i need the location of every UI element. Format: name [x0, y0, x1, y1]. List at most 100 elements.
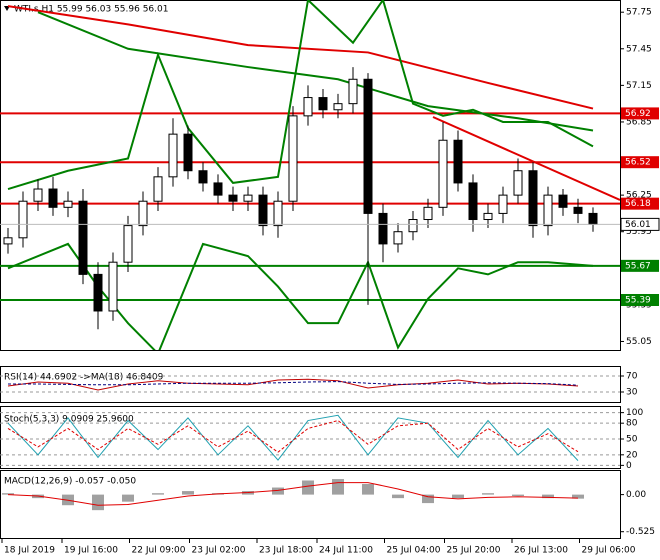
x-tick-label: 18 Jul 2019 [4, 546, 55, 556]
candle-body [93, 273, 103, 312]
stoch-frame [0, 406, 621, 469]
candle-body [483, 212, 493, 221]
macd-bar [2, 493, 14, 495]
candle-body [273, 200, 283, 227]
macd-bar [182, 491, 194, 495]
macd-bar [392, 494, 404, 499]
candle-body [423, 206, 433, 221]
candle-body [63, 200, 73, 208]
candle-body [588, 212, 598, 225]
level-label: 55.39 [625, 296, 651, 306]
indicator-line [7, 5, 594, 110]
macd-bar [122, 494, 134, 502]
indicator-line [7, 0, 594, 190]
candle-body [33, 188, 43, 202]
x-tick-label: 19 Jul 16:00 [64, 546, 118, 556]
candle-body [303, 97, 313, 117]
x-tick-label: 26 Jul 13:00 [514, 546, 568, 556]
panel-title: RSI(14) 44.6902 ->MA(18) 46.8409 [4, 373, 164, 383]
y-tick-label: 20 [626, 450, 638, 460]
x-tick-label: 25 Jul 20:00 [447, 546, 501, 556]
candle-body [18, 200, 28, 239]
panel-icon [4, 6, 10, 11]
candle-body [288, 115, 298, 202]
y-tick-label: 57.75 [626, 8, 652, 18]
level-label: 56.92 [625, 109, 651, 119]
macd-bar [92, 494, 104, 511]
y-tick-label: 80 [626, 419, 638, 429]
trend-line [432, 116, 620, 201]
candle-body [198, 170, 208, 184]
x-tick-label: 24 Jul 11:00 [319, 546, 373, 556]
macd-bar [272, 487, 284, 495]
x-tick-label: 23 Jul 02:00 [192, 546, 246, 556]
candle-body [498, 194, 508, 214]
candle-body [243, 194, 253, 202]
candle-body [513, 170, 523, 196]
indicator-line [7, 242, 594, 350]
macd-bar [572, 494, 584, 499]
candle-body [363, 78, 373, 214]
panel-title: WTI.s,H1 55.99 56.03 55.96 56.01 [14, 5, 168, 15]
x-tick-label: 25 Jul 04:00 [387, 546, 441, 556]
candle-body [3, 237, 13, 245]
indicator-line [8, 381, 579, 386]
candle-body [558, 194, 568, 208]
macd-bar [512, 494, 524, 497]
candle-body [573, 206, 583, 214]
indicator-line [37, 11, 594, 132]
candle-body [453, 139, 463, 184]
y-tick-label: 100 [626, 408, 643, 418]
y-tick-label: 70 [626, 372, 638, 382]
candle-body [123, 225, 133, 263]
level-tag [621, 107, 659, 120]
candle-body [318, 97, 328, 111]
x-tick-label: 22 Jul 09:00 [132, 546, 186, 556]
candle-body [48, 188, 58, 208]
level-label: 56.52 [625, 158, 651, 168]
rsi-frame [0, 366, 621, 403]
macd-bar [452, 494, 464, 499]
candle-body [228, 194, 238, 202]
candle-body [213, 182, 223, 196]
y-tick-label: 50 [626, 435, 638, 445]
level-tag [621, 197, 659, 210]
candle-body [543, 194, 553, 227]
candle-body [528, 170, 538, 227]
candle-body [168, 133, 178, 178]
macd-bar [482, 493, 494, 495]
y-tick-label: 56.85 [626, 117, 652, 127]
candle-body [438, 139, 448, 208]
signal-line [7, 482, 579, 506]
panel-frames [0, 0, 621, 539]
level-label: 56.18 [625, 199, 651, 209]
y-tick-label: 57.45 [626, 44, 652, 54]
candle-body [78, 200, 88, 275]
y-tick-label: 56.25 [626, 191, 652, 201]
macd-bar [302, 480, 314, 495]
level-tag [621, 294, 659, 306]
y-tick-label: 30 [626, 388, 638, 398]
indicator-line [7, 414, 579, 461]
candle-body [378, 212, 388, 245]
candle-body [333, 103, 343, 111]
candle-body [348, 78, 358, 105]
y-tick-label: 55.05 [626, 337, 652, 347]
macd-bar [362, 484, 374, 495]
candle-body [258, 194, 268, 227]
level-label: 55.67 [625, 261, 651, 271]
macd-bar [542, 494, 554, 499]
panel-title: MACD(12,26,9) -0.057 -0.050 [4, 477, 136, 487]
candle-body [153, 176, 163, 202]
last-price-label: 56.01 [625, 220, 651, 230]
candle-body [108, 261, 118, 312]
y-tick-label: 57.15 [626, 81, 652, 91]
last-price-tag [620, 217, 660, 231]
level-tag [621, 259, 659, 272]
y-tick-label: 0 [626, 461, 632, 471]
macd-bar [422, 494, 434, 504]
y-tick-label: 55.95 [626, 227, 652, 237]
macd-bar [152, 493, 164, 495]
candle-body [183, 133, 193, 172]
